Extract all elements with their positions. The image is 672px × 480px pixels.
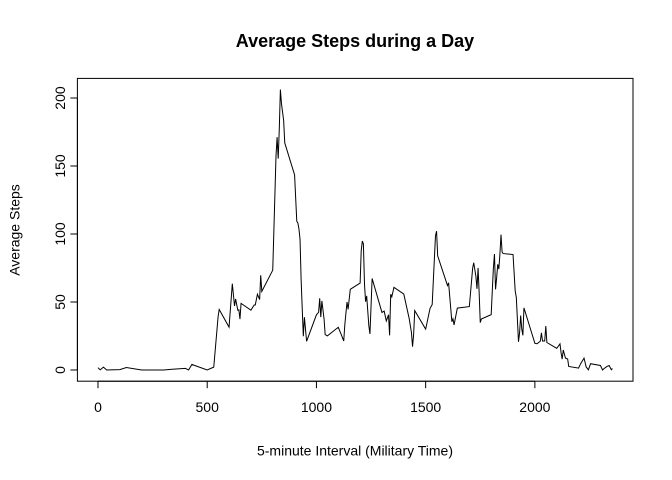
x-tick-label: 1500	[410, 399, 441, 415]
x-tick-label: 0	[94, 399, 102, 415]
y-axis-label: Average Steps	[7, 184, 23, 276]
y-tick-label: 50	[52, 294, 68, 310]
y-tick-label: 0	[52, 366, 68, 374]
chart-title: Average Steps during a Day	[236, 31, 474, 51]
x-tick-label: 2000	[519, 399, 550, 415]
x-tick-label: 1000	[301, 399, 332, 415]
x-axis-label: 5-minute Interval (Military Time)	[257, 443, 453, 459]
y-tick-label: 100	[52, 222, 68, 246]
data-line	[97, 89, 613, 371]
y-tick-label: 150	[52, 154, 68, 178]
x-tick-label: 500	[196, 399, 220, 415]
y-tick-label: 200	[52, 86, 68, 110]
